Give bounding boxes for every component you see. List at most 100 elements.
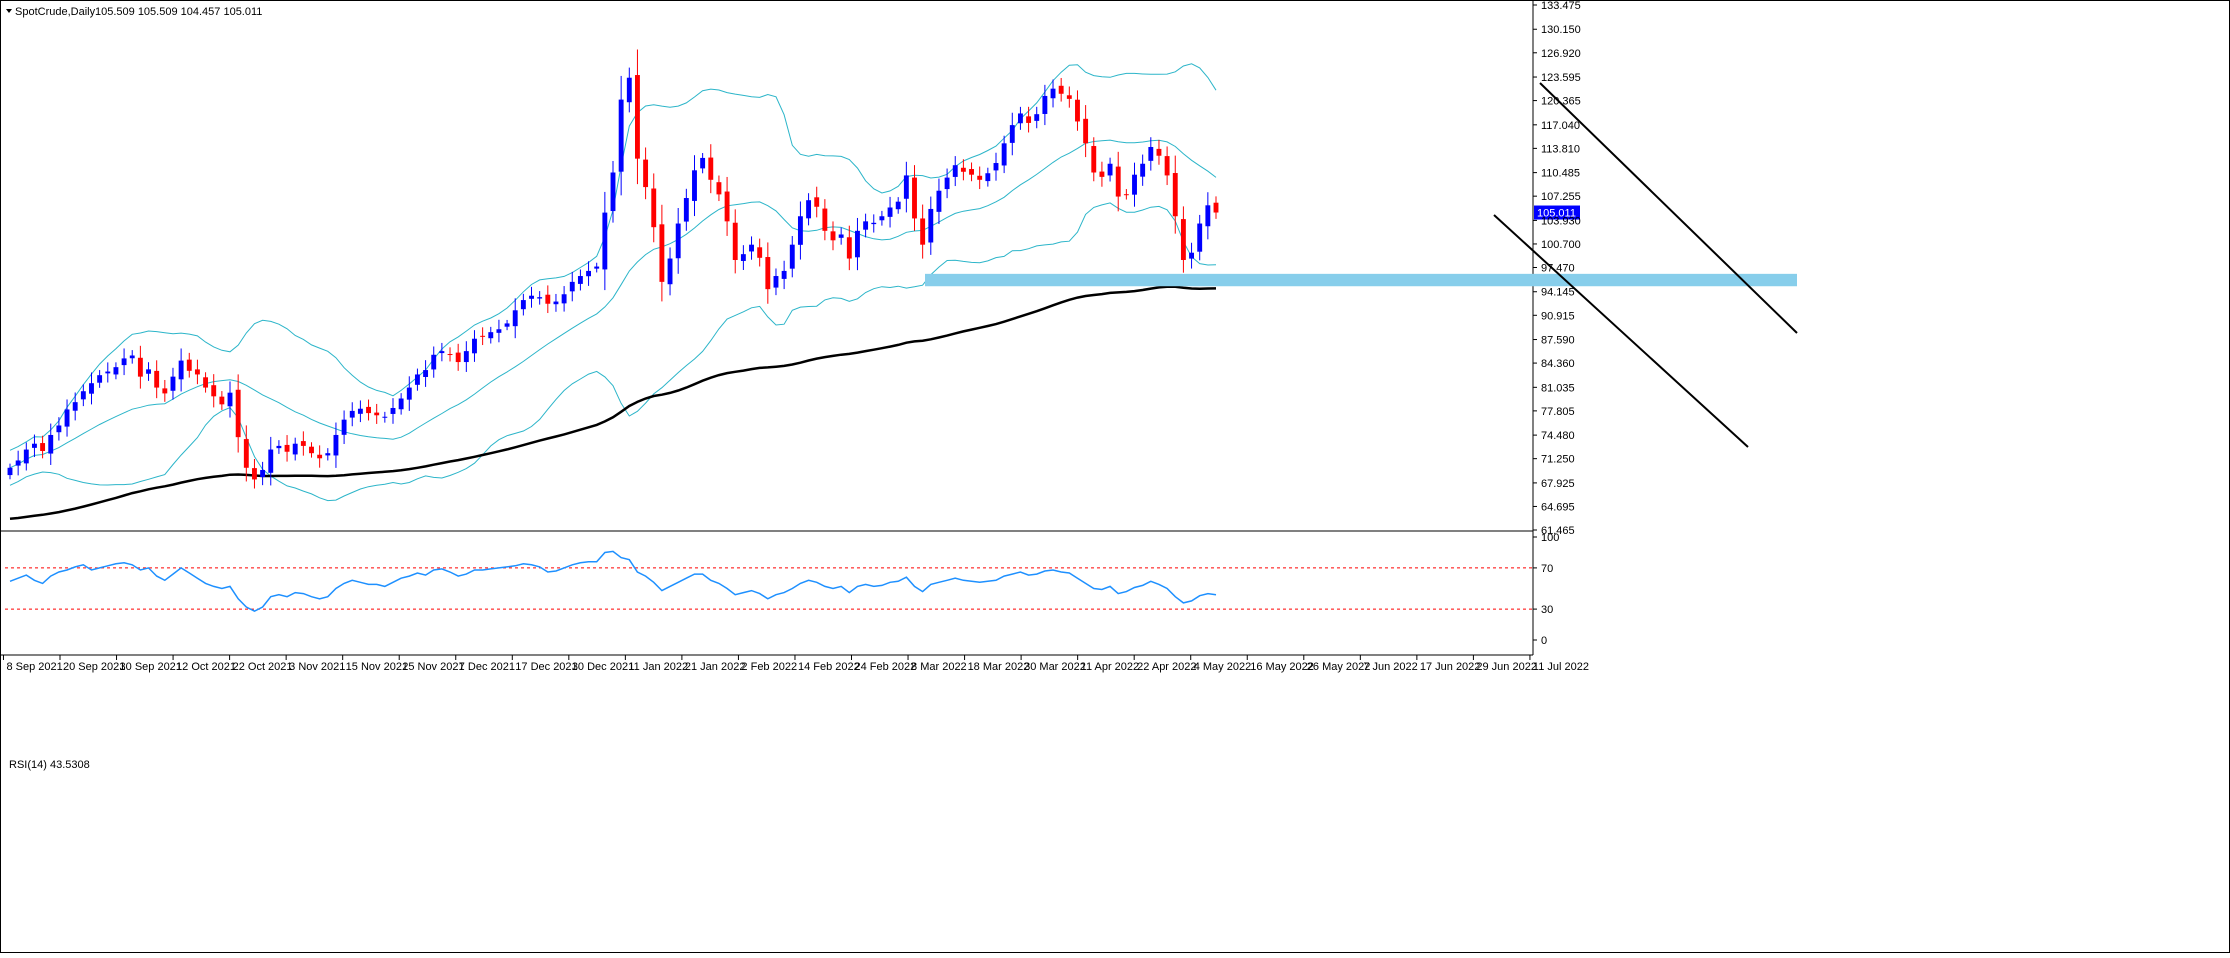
- candle-body: [423, 370, 429, 377]
- candle-body: [1009, 125, 1015, 143]
- candle-body: [137, 357, 143, 377]
- candle-body: [855, 230, 860, 258]
- candle-body: [1205, 205, 1211, 227]
- x-tick-label: 7 Jun 2022: [1363, 661, 1417, 673]
- candle-body: [390, 407, 396, 414]
- candle-body: [626, 77, 632, 103]
- y-tick-label: 67.925: [1541, 478, 1575, 490]
- candle-body: [903, 175, 909, 199]
- candle-body: [1058, 85, 1064, 94]
- y-tick-label: 84.360: [1541, 358, 1575, 370]
- candle-body: [1132, 174, 1137, 195]
- x-tick-label: 17 Dec 2021: [515, 661, 577, 673]
- candle-body: [863, 221, 869, 230]
- candle-body: [708, 157, 714, 180]
- candle-body: [1001, 143, 1007, 166]
- candle-body: [1140, 163, 1146, 177]
- y-tick-label: 103.930: [1541, 215, 1581, 227]
- candle-body: [765, 257, 771, 290]
- y-tick-label: 61.465: [1541, 525, 1575, 537]
- candle-body: [366, 406, 371, 414]
- y-tick-label: 120.365: [1541, 96, 1581, 108]
- candle-body: [871, 222, 877, 225]
- candle-body: [170, 376, 176, 391]
- candle-body: [235, 389, 241, 438]
- candle-body: [252, 468, 257, 480]
- dropdown-triangle-icon[interactable]: [6, 9, 12, 13]
- candle-body: [683, 198, 689, 222]
- x-tick-label: 30 Sep 2021: [120, 661, 182, 673]
- candle-body: [1123, 194, 1129, 196]
- x-tick-label: 16 May 2022: [1250, 661, 1314, 673]
- candle-body: [15, 460, 21, 466]
- x-tick-label: 11 Jan 2022: [628, 661, 688, 673]
- candle-body: [1115, 166, 1121, 197]
- x-tick-label: 30 Mar 2022: [1024, 661, 1086, 673]
- x-tick-label: 17 Jun 2022: [1420, 661, 1481, 673]
- candle-body: [667, 258, 673, 285]
- candle-body: [89, 383, 94, 394]
- y-tick-label: 107.255: [1541, 191, 1581, 203]
- candle-body: [186, 359, 192, 371]
- candle-body: [325, 453, 331, 456]
- chart-header: SpotCrude,Daily 105.509 105.509 104.457 …: [6, 6, 262, 771]
- candle-body: [993, 163, 999, 171]
- y-tick-label: 77.805: [1541, 406, 1575, 418]
- y-tick-label: 74.480: [1541, 430, 1575, 442]
- candle-body: [455, 352, 461, 363]
- candle-body: [300, 441, 306, 446]
- candle-body: [749, 244, 754, 252]
- candle-body: [333, 434, 339, 456]
- candle-body: [472, 338, 477, 354]
- bollinger-lower-band: [9, 202, 1217, 502]
- candle-body: [512, 310, 518, 327]
- candle-body: [341, 419, 347, 435]
- x-tick-label: 22 Oct 2021: [233, 661, 293, 673]
- x-tick-label: 25 Nov 2021: [402, 661, 464, 673]
- descending-channel: [1493, 82, 1798, 448]
- bollinger-upper-band: [9, 63, 1217, 451]
- candle-body: [488, 332, 494, 339]
- x-tick-label: 3 Nov 2021: [289, 661, 345, 673]
- y-tick-label: 117.040: [1541, 120, 1580, 132]
- y-tick-label: 133.475: [1541, 0, 1581, 12]
- candle-body: [382, 416, 388, 418]
- candle-body: [553, 301, 559, 305]
- support-zone: [925, 273, 1797, 287]
- candle-body: [496, 329, 502, 333]
- candle-body: [920, 218, 926, 245]
- candle-body: [1050, 88, 1056, 99]
- candle-body: [398, 398, 404, 410]
- candle-body: [830, 231, 836, 241]
- last-price-tag: [1534, 205, 1580, 220]
- candle-body: [309, 446, 314, 454]
- y-tick-label: 100.700: [1541, 239, 1581, 251]
- candle-body: [1107, 163, 1113, 176]
- candle-body: [928, 208, 934, 243]
- x-tick-label: 14 Feb 2022: [798, 661, 860, 673]
- candle-body: [129, 355, 135, 359]
- candle-body: [80, 391, 86, 400]
- rsi-header-label: RSI(14) 43.5308: [9, 759, 90, 771]
- y-tick-label: 71.250: [1541, 454, 1575, 466]
- candle-body: [936, 190, 942, 212]
- candle-body: [952, 165, 958, 177]
- candle-body: [700, 157, 706, 169]
- x-tick-label: 8 Sep 2021: [6, 661, 62, 673]
- y-tick-label: 97.470: [1541, 263, 1575, 275]
- x-tick-label: 24 Feb 2022: [855, 661, 917, 673]
- candle-body: [1083, 118, 1089, 144]
- candle-body: [162, 388, 168, 394]
- candle-body: [317, 454, 323, 459]
- candle-body: [1213, 202, 1219, 213]
- x-tick-label: 18 Mar 2022: [968, 661, 1030, 673]
- candle-body: [643, 159, 649, 188]
- candle-body: [879, 216, 885, 221]
- candle-body: [7, 467, 13, 476]
- candle-body: [1172, 173, 1178, 217]
- candle-body: [292, 443, 298, 455]
- candle-body: [594, 266, 600, 269]
- candle-body: [105, 371, 111, 374]
- x-tick-label: 29 Jun 2022: [1476, 661, 1537, 673]
- candle-body: [23, 449, 29, 464]
